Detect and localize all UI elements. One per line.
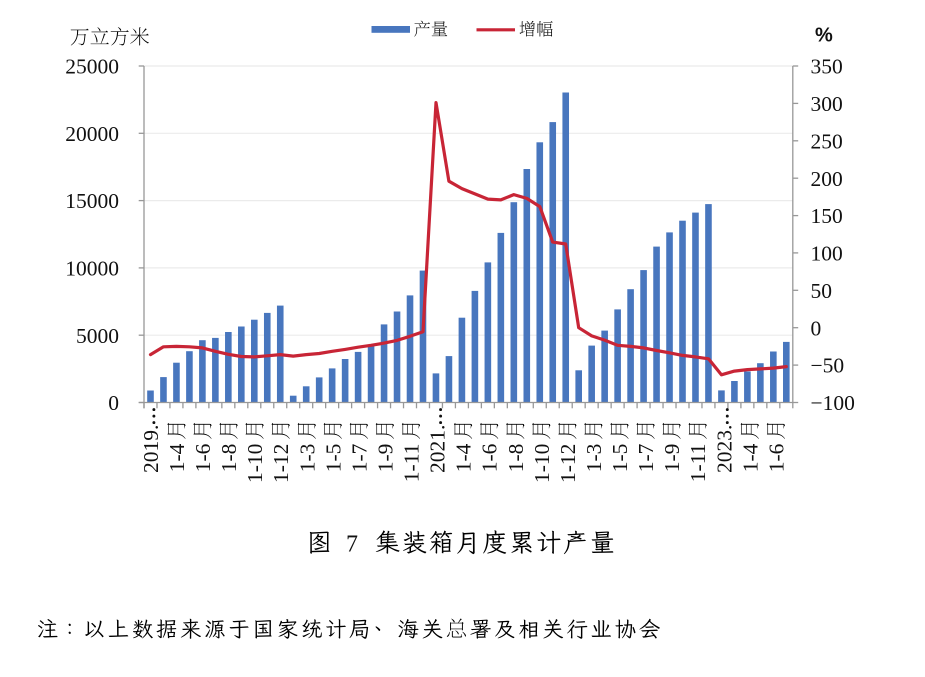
svg-text:1-3: 1-3 — [582, 444, 606, 473]
svg-text:1-6: 1-6 — [478, 443, 502, 472]
svg-text:0: 0 — [108, 391, 119, 415]
svg-text:100: 100 — [811, 242, 843, 266]
svg-text:−50: −50 — [811, 354, 845, 378]
svg-text:1-12: 1-12 — [269, 444, 293, 483]
svg-text:250: 250 — [811, 129, 843, 153]
svg-text:1-8: 1-8 — [217, 444, 241, 473]
svg-text:1-11: 1-11 — [686, 444, 710, 483]
svg-text:1-9: 1-9 — [373, 444, 397, 473]
svg-text:1-4: 1-4 — [165, 443, 189, 472]
svg-text:%: % — [815, 24, 833, 46]
svg-text:1-6: 1-6 — [191, 443, 215, 472]
svg-text:350: 350 — [811, 55, 843, 79]
svg-text:7: 7 — [346, 531, 358, 557]
svg-text:1-4: 1-4 — [738, 443, 762, 472]
svg-text:150: 150 — [811, 204, 843, 228]
svg-text:1-6: 1-6 — [764, 443, 788, 472]
svg-text:5000: 5000 — [76, 324, 119, 348]
svg-text:2019.: 2019. — [139, 425, 163, 473]
svg-text:1-9: 1-9 — [660, 444, 684, 473]
svg-text:1-7: 1-7 — [634, 443, 658, 472]
svg-text:1-8: 1-8 — [504, 444, 528, 473]
svg-text:1-5: 1-5 — [608, 444, 632, 473]
svg-text:1-10: 1-10 — [530, 444, 554, 483]
svg-text:1-11: 1-11 — [400, 444, 424, 483]
svg-text:1-5: 1-5 — [321, 444, 345, 473]
svg-text:2023.: 2023. — [712, 425, 736, 473]
svg-text:10000: 10000 — [65, 257, 119, 281]
svg-text:−100: −100 — [811, 391, 855, 415]
svg-text:1-3: 1-3 — [295, 444, 319, 473]
svg-text:1-7: 1-7 — [347, 443, 371, 472]
svg-text:50: 50 — [811, 279, 833, 303]
svg-text:0: 0 — [811, 316, 822, 340]
svg-text:1-12: 1-12 — [556, 444, 580, 483]
svg-text:15000: 15000 — [65, 189, 119, 213]
svg-text:1-4: 1-4 — [452, 443, 476, 472]
svg-text:25000: 25000 — [65, 55, 119, 79]
svg-text:200: 200 — [811, 167, 843, 191]
svg-text:20000: 20000 — [65, 122, 119, 146]
svg-text:1-10: 1-10 — [243, 444, 267, 483]
svg-text:300: 300 — [811, 92, 843, 116]
svg-text:2021.: 2021. — [426, 425, 450, 473]
